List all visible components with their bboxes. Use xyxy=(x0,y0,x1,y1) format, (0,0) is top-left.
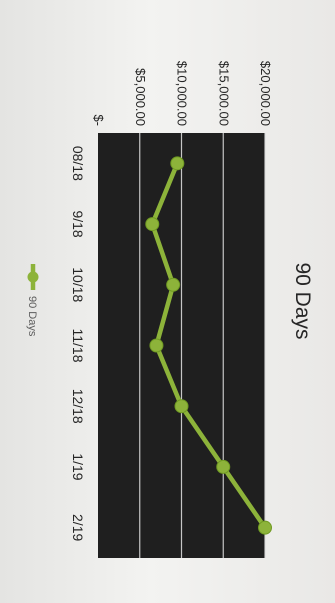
series-points xyxy=(145,156,272,535)
chart-title: 90 Days xyxy=(291,262,314,339)
y-tick-label: $10,000.00 xyxy=(175,61,190,126)
legend-label: 90 Days xyxy=(26,296,38,337)
data-point xyxy=(145,217,160,232)
y-axis-ticks: $- $5,000.00 $10,000.00 $15,000.00 $20,000.0… xyxy=(91,61,273,126)
data-point xyxy=(174,399,189,414)
x-tick-label: 11/18 xyxy=(70,329,86,363)
legend: 90 Days xyxy=(26,264,39,337)
data-point xyxy=(166,277,181,292)
x-tick-label: 2/19 xyxy=(70,514,86,541)
x-tick-label: 12/18 xyxy=(70,389,86,424)
data-point xyxy=(170,156,185,171)
y-tick-label: $20,000.00 xyxy=(258,61,273,126)
y-tick-label: $5,000.00 xyxy=(133,68,148,126)
data-point xyxy=(149,338,164,353)
x-tick-label: 1/19 xyxy=(70,453,86,480)
data-point xyxy=(258,520,272,535)
x-tick-label: 10/18 xyxy=(70,267,86,302)
x-axis-ticks: 08/18 9/18 10/18 11/18 12/18 1/19 2/19 xyxy=(70,146,86,542)
y-tick-label: $- xyxy=(91,114,106,126)
x-tick-label: 08/18 xyxy=(70,146,86,181)
y-tick-label: $15,000.00 xyxy=(216,61,231,126)
data-point xyxy=(216,459,231,474)
legend-point-swatch xyxy=(27,271,39,283)
gridlines xyxy=(139,133,266,558)
x-tick-label: 9/18 xyxy=(70,210,86,237)
